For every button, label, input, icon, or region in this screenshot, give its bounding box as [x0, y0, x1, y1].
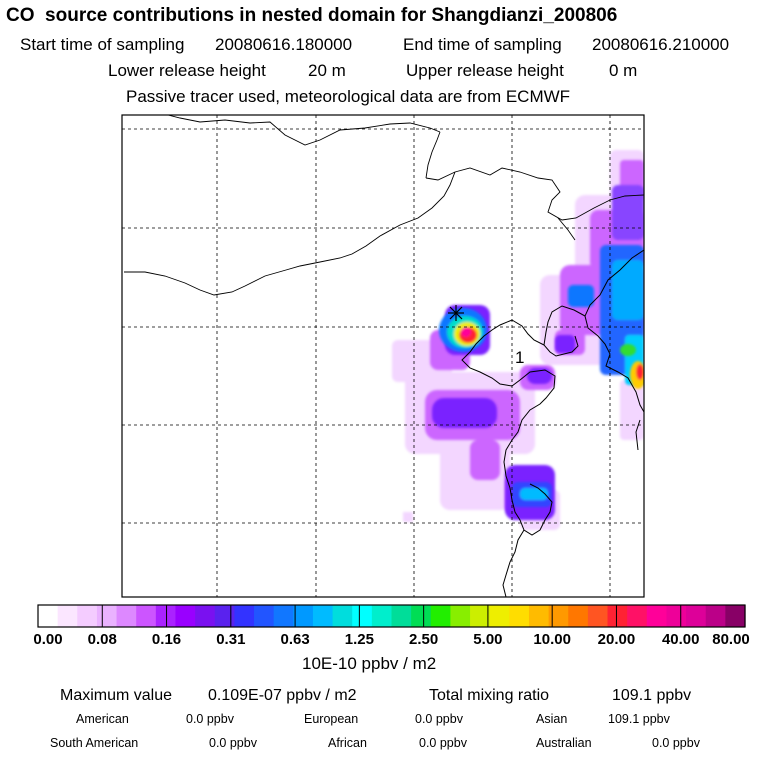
- colorbar-swatch: [273, 605, 294, 627]
- data-source-note: Passive tracer used, meteorological data…: [126, 87, 571, 106]
- colorbar-tick-label: 0.63: [280, 631, 310, 648]
- colorbar-swatch: [38, 605, 59, 627]
- colorbar-swatches: [38, 605, 746, 627]
- region-name: South American: [50, 736, 139, 750]
- upper-release-label: Upper release height: [406, 61, 564, 80]
- colorbar-swatch: [666, 605, 687, 627]
- upper-release-value: 0 m: [609, 61, 638, 80]
- total-mixing-label: Total mixing ratio: [429, 687, 550, 704]
- receptor-label: 1: [515, 348, 524, 367]
- lower-release-label: Lower release height: [108, 61, 266, 80]
- region-value: 0.0 ppbv: [652, 736, 700, 750]
- plume-layer: [392, 150, 644, 530]
- colorbar-swatch: [430, 605, 452, 627]
- region-name: Asian: [536, 712, 568, 726]
- colorbar-swatch: [254, 605, 275, 627]
- colorbar-swatch: [136, 605, 157, 627]
- region-value: 0.0 ppbv: [209, 736, 257, 750]
- plot-title: CO source contributions in nested domain…: [6, 5, 618, 26]
- colorbar-separators: [101, 605, 682, 627]
- colorbar-swatch: [450, 605, 471, 627]
- end-time-label: End time of sampling: [403, 35, 562, 54]
- colorbar-tick-label: 0.08: [87, 631, 117, 648]
- map-frame: [121, 114, 645, 598]
- colorbar-swatch: [568, 605, 589, 627]
- region-value: 0.0 ppbv: [415, 712, 463, 726]
- colorbar-swatch: [528, 605, 550, 627]
- colorbar-swatch: [155, 605, 177, 627]
- colorbar-units: 10E-10 ppbv / m2: [302, 654, 437, 673]
- colorbar-tick-label: 0.31: [216, 631, 246, 648]
- colorbar-tick-label: 0.00: [33, 631, 63, 648]
- colorbar-swatch: [470, 605, 491, 627]
- colorbar-swatch: [646, 605, 668, 627]
- region-value: 109.1 ppbv: [608, 712, 670, 726]
- colorbar-swatch: [57, 605, 78, 627]
- star-marker-icon: [448, 305, 464, 321]
- total-mixing-value: 109.1 ppbv: [612, 687, 692, 704]
- colorbar-swatch: [96, 605, 118, 627]
- colorbar-tick-label: 2.50: [409, 631, 439, 648]
- lower-release-value: 20 m: [308, 61, 346, 80]
- colorbar-tick-label: 5.00: [473, 631, 503, 648]
- end-time-value: 20080616.210000: [592, 35, 730, 54]
- colorbar-swatch: [195, 605, 216, 627]
- colorbar-swatch: [234, 605, 255, 627]
- colorbar-tick-label: 10.00: [533, 631, 571, 648]
- colorbar-frame: [37, 604, 746, 628]
- colorbar-swatch: [391, 605, 412, 627]
- colorbar-tick-label: 40.00: [661, 631, 700, 648]
- colorbar-swatch: [352, 605, 373, 627]
- region-name: Australian: [536, 736, 592, 750]
- colorbar-tick-label: 80.00: [712, 631, 750, 648]
- coastline: [461, 249, 644, 597]
- colorbar-swatch: [116, 605, 137, 627]
- colorbar-tick-label: 20.00: [597, 631, 636, 648]
- colorbar-swatch: [686, 605, 707, 627]
- colorbar-swatch: [509, 605, 530, 627]
- colorbar-swatch: [627, 605, 648, 627]
- colorbar-swatch: [725, 605, 746, 627]
- colorbar-swatch: [214, 605, 235, 627]
- start-time-label: Start time of sampling: [20, 35, 185, 54]
- colorbar-swatch: [371, 605, 393, 627]
- start-time-value: 20080616.180000: [215, 35, 353, 54]
- colorbar-swatch: [175, 605, 196, 627]
- graticule: [122, 115, 644, 597]
- colorbar-swatch: [489, 605, 510, 627]
- max-value-label: Maximum value: [60, 687, 173, 704]
- colorbar-swatch: [332, 605, 353, 627]
- colorbar-swatch: [312, 605, 334, 627]
- region-name: European: [304, 712, 359, 726]
- region-name: American: [76, 712, 129, 726]
- colorbar-swatch: [411, 605, 432, 627]
- region-value: 0.0 ppbv: [419, 736, 467, 750]
- region-name: African: [328, 736, 367, 750]
- colorbar-swatch: [587, 605, 609, 627]
- region-value: 0.0 ppbv: [186, 712, 234, 726]
- colorbar-swatch: [77, 605, 98, 627]
- max-value: 0.109E-07 ppbv / m2: [208, 687, 357, 704]
- colorbar-tick-label: 1.25: [344, 631, 374, 648]
- colorbar-swatch: [293, 605, 314, 627]
- colorbar-tick-label: 0.16: [151, 631, 182, 648]
- colorbar-swatch: [705, 605, 726, 627]
- colorbar-swatch: [607, 605, 628, 627]
- colorbar-swatch: [548, 605, 569, 627]
- borders: [124, 115, 644, 296]
- plume-hotspot: [439, 308, 644, 389]
